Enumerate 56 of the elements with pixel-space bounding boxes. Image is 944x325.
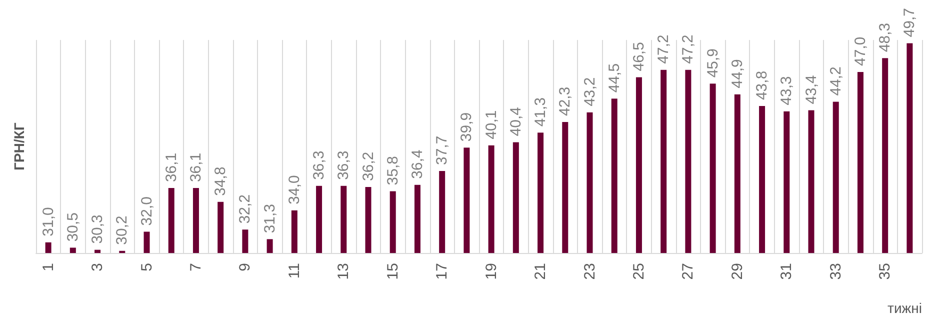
x-tick-label: 23 [581,263,598,280]
data-label: 31,3 [261,204,278,234]
data-label: 47,2 [655,34,672,64]
data-label: 44,9 [728,59,746,88]
x-tick-label: 1 [40,263,57,272]
data-label: 43,8 [754,70,771,100]
data-label: 42,3 [556,86,574,116]
data-label: 35,8 [384,156,402,186]
x-tick-label: 35 [876,263,894,280]
data-label: 41,3 [532,97,550,127]
data-label: 43,3 [778,76,796,106]
x-tick-label: 29 [728,263,746,280]
data-label: 34,0 [286,175,303,204]
x-tick-label: 15 [384,263,402,280]
data-label: 48,3 [876,22,894,52]
x-tick-label: 31 [778,263,796,280]
data-label: 47,0 [852,36,869,66]
data-label: 36,2 [360,152,377,181]
data-label: 36,3 [310,150,328,180]
x-axis-title: тижні [888,300,922,316]
x-tick-label: 7 [187,263,204,272]
data-label: 39,9 [458,112,476,142]
data-label: 32,2 [236,194,254,224]
x-tick-label: 25 [630,263,648,280]
data-label: 36,3 [335,150,352,180]
x-tick-label: 11 [286,263,303,279]
data-label: 47,2 [680,34,697,64]
x-tick-label: 3 [89,263,106,272]
data-label: 44,5 [606,63,623,93]
data-label: 49,7 [901,8,918,38]
data-label: 36,1 [162,152,180,182]
data-label: 43,2 [581,77,598,106]
data-label: 44,2 [827,66,844,96]
x-tick-label: 27 [680,263,697,280]
data-label: 32,0 [138,196,156,226]
data-label: 34,8 [212,166,230,196]
data-label: 37,7 [434,136,451,165]
data-label: 46,5 [630,42,648,72]
data-label: 36,4 [408,150,426,179]
data-label: 45,9 [704,48,722,78]
data-label: 43,4 [802,75,820,104]
x-tick-label: 9 [236,263,254,272]
data-label: 40,1 [482,110,500,140]
data-label: 30,2 [114,216,131,245]
x-tick-label: 17 [434,263,451,280]
data-label: 30,3 [89,214,106,244]
x-tick-label: 13 [335,263,352,280]
data-label: 40,4 [507,107,524,136]
x-tick-label: 21 [532,263,550,280]
data-label: 30,5 [64,212,82,242]
data-label: 31,0 [40,207,57,236]
x-tick-label: 5 [138,263,156,272]
data-label: 36,1 [187,152,204,182]
x-tick-label: 33 [827,263,844,280]
x-tick-label: 19 [482,263,500,280]
y-axis-title: ГРН/КГ [11,122,27,170]
